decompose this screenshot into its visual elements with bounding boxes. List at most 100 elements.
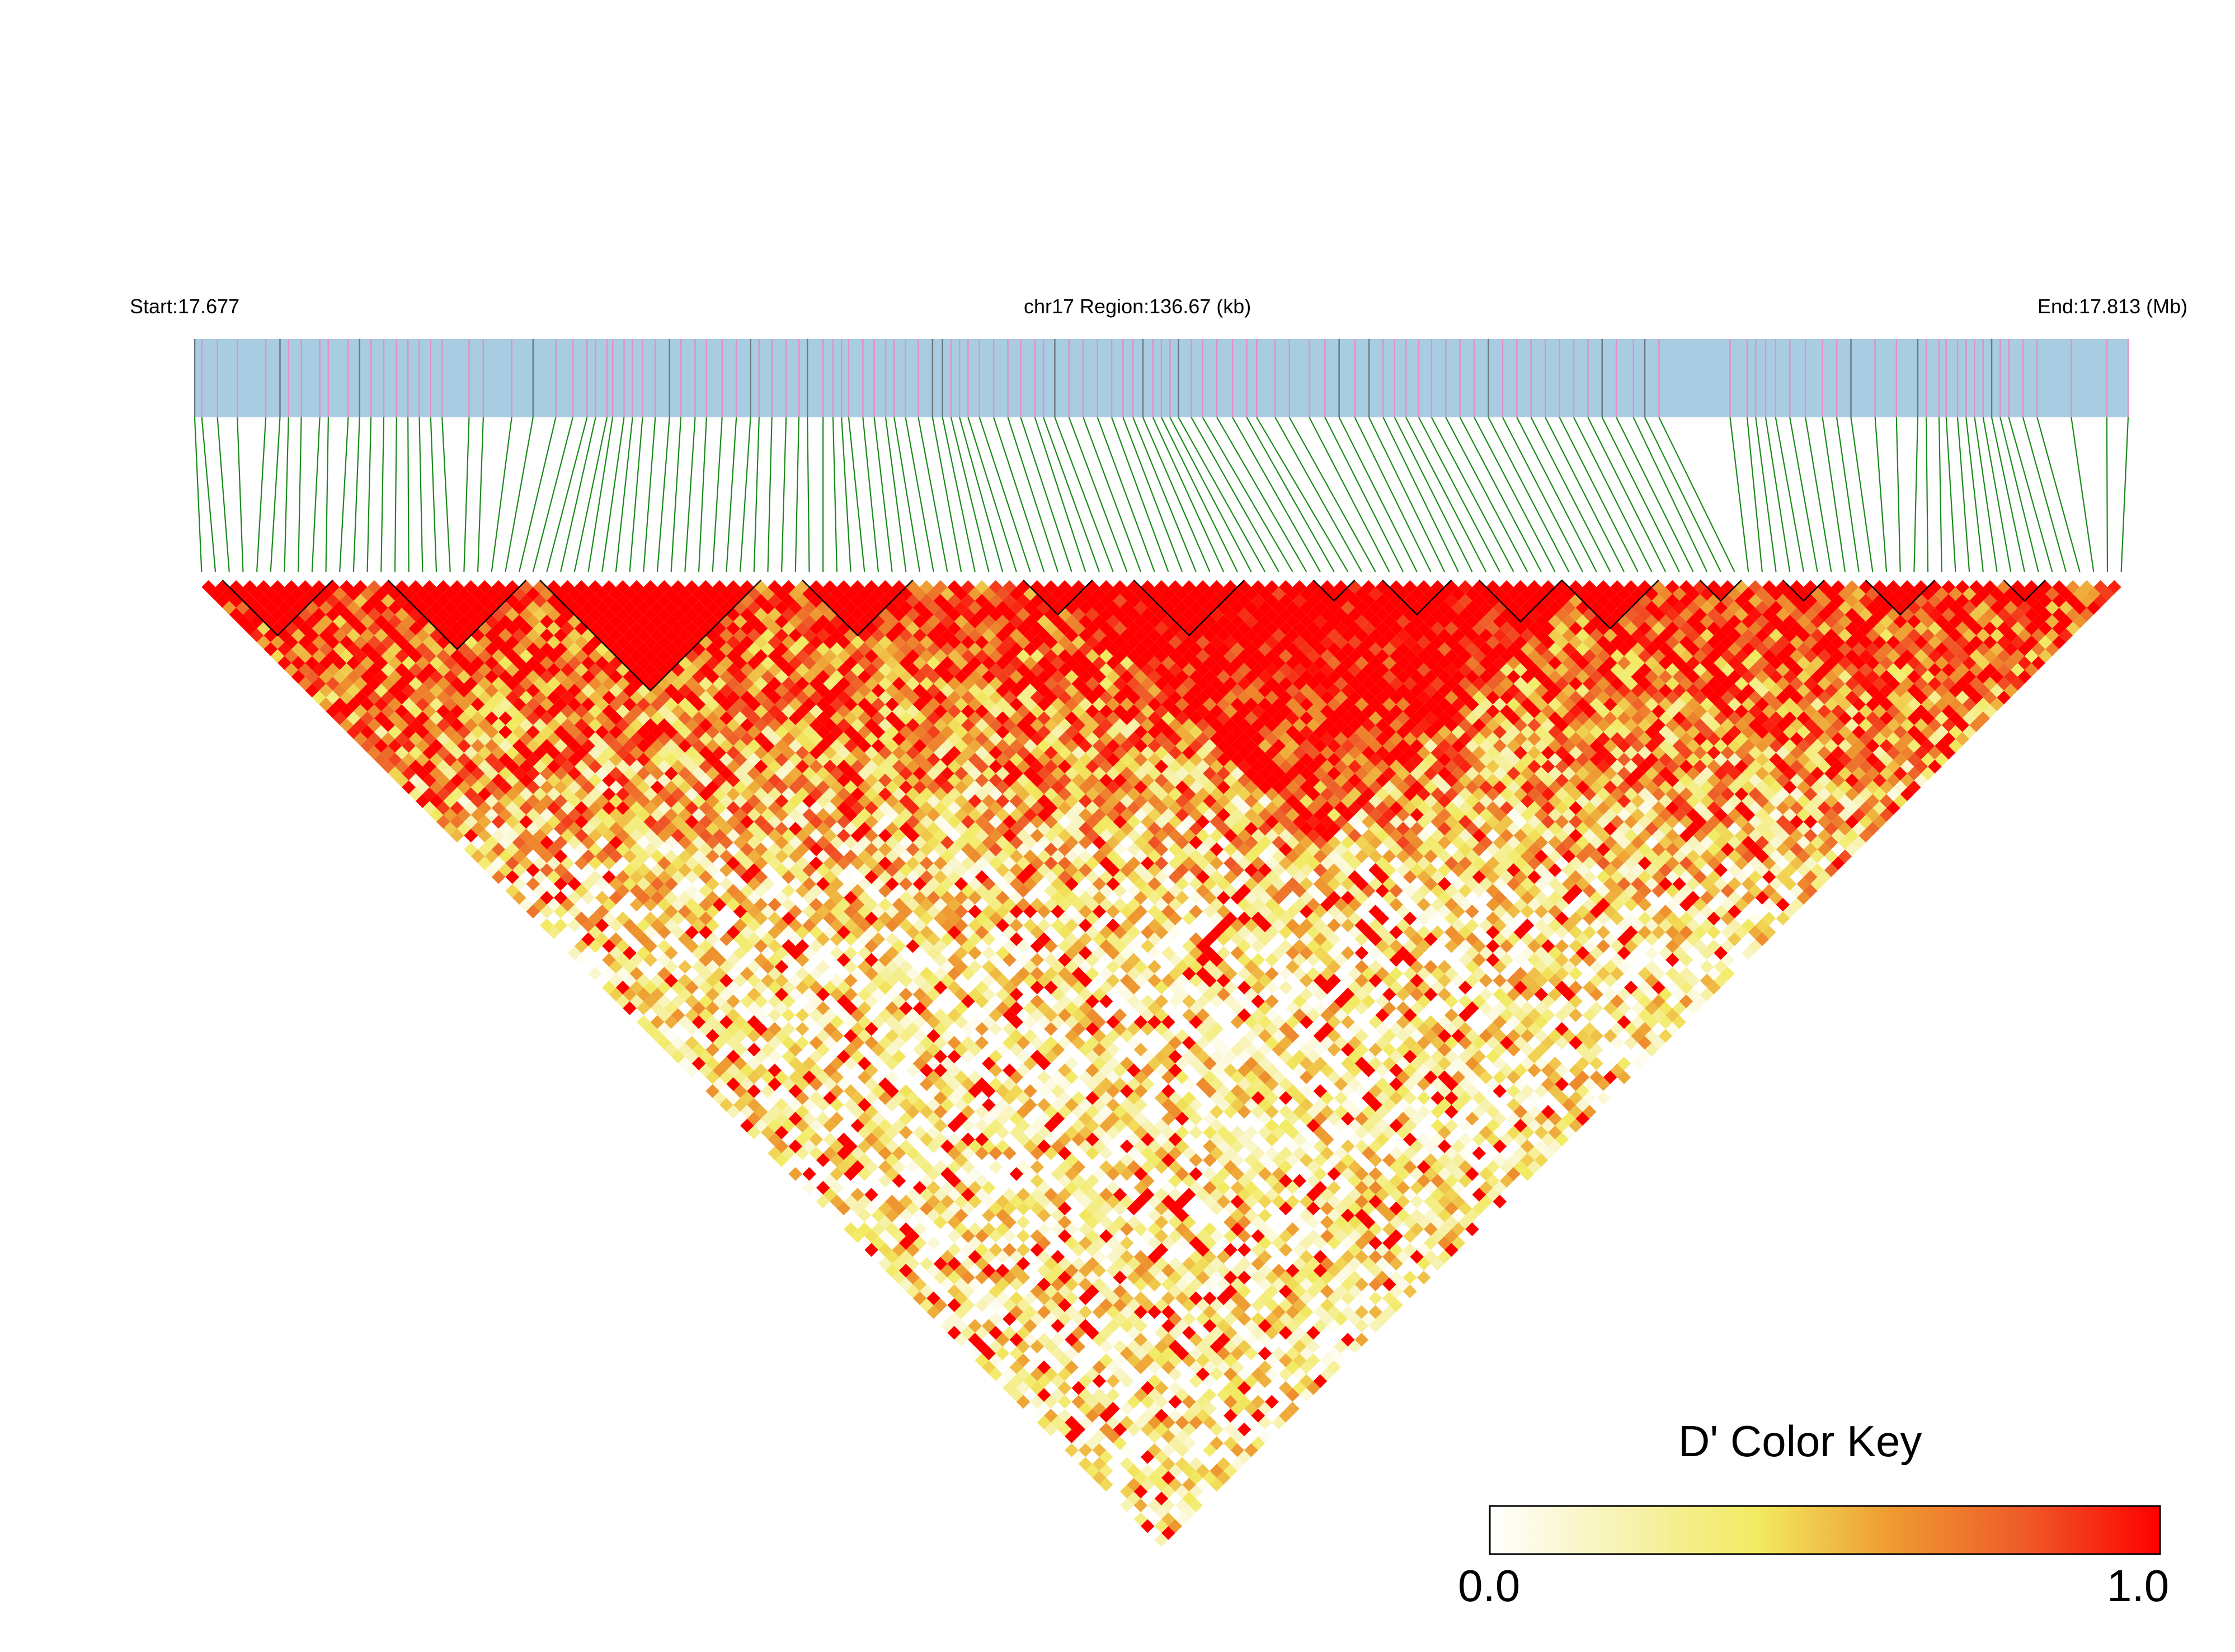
ld-cell bbox=[782, 1091, 796, 1105]
ld-cell bbox=[774, 1029, 789, 1043]
ld-cell bbox=[740, 884, 754, 898]
ld-cell bbox=[740, 759, 754, 774]
ld-cell bbox=[332, 628, 347, 643]
ld-cell bbox=[595, 601, 609, 615]
ld-cell bbox=[906, 884, 920, 898]
ld-cell bbox=[788, 1056, 803, 1071]
ld-cell bbox=[1078, 1084, 1093, 1098]
ld-cell bbox=[906, 939, 920, 953]
ld-cell bbox=[595, 684, 609, 698]
ld-cell bbox=[1113, 1242, 1127, 1257]
ld-cell bbox=[1037, 1401, 1051, 1416]
ld-cell bbox=[1016, 953, 1031, 967]
ld-cell bbox=[1299, 1305, 1314, 1319]
ld-cell bbox=[1265, 1353, 1279, 1368]
ld-cell bbox=[912, 1263, 927, 1278]
ld-cell bbox=[429, 752, 444, 767]
ld-cell bbox=[478, 718, 492, 732]
ld-cell bbox=[754, 967, 768, 981]
ld-cell bbox=[595, 863, 609, 877]
ld-cell bbox=[1161, 1526, 1175, 1540]
ld-cell bbox=[1044, 1270, 1058, 1284]
ld-cell bbox=[823, 1146, 837, 1160]
ld-cell bbox=[1299, 1291, 1314, 1305]
snp-connector bbox=[217, 417, 230, 572]
ld-cell bbox=[553, 670, 568, 684]
ld-cell bbox=[788, 1015, 803, 1029]
ld-cell bbox=[1003, 1146, 1017, 1160]
ld-cell bbox=[926, 932, 941, 947]
ld-cell bbox=[533, 690, 547, 705]
ld-cell bbox=[581, 628, 595, 643]
ld-cell bbox=[422, 759, 436, 774]
ld-cell bbox=[1278, 1284, 1293, 1298]
ld-cell bbox=[782, 870, 796, 884]
ld-cell bbox=[478, 663, 492, 677]
ld-cell bbox=[326, 663, 340, 677]
ld-cell bbox=[885, 1001, 899, 1015]
snp-connector bbox=[1644, 417, 1721, 572]
ld-cell bbox=[1127, 1326, 1141, 1340]
ld-cell bbox=[933, 1201, 948, 1216]
ld-cell bbox=[498, 725, 512, 739]
ld-cell bbox=[581, 946, 595, 960]
ld-cell bbox=[878, 1118, 892, 1133]
ld-cell bbox=[975, 1339, 989, 1354]
ld-cell bbox=[367, 663, 382, 677]
ld-cell bbox=[768, 967, 782, 981]
ld-cell bbox=[1078, 1374, 1093, 1389]
ld-cell bbox=[526, 794, 540, 808]
ld-cell bbox=[940, 987, 954, 1001]
ld-cell bbox=[484, 752, 499, 767]
ld-cell bbox=[657, 856, 671, 870]
ld-cell bbox=[844, 1139, 858, 1154]
ld-cell bbox=[1044, 1091, 1058, 1105]
ld-cell bbox=[975, 1188, 989, 1202]
ld-cell bbox=[402, 628, 416, 643]
ld-cell bbox=[705, 973, 720, 988]
ld-cell bbox=[332, 711, 347, 726]
ld-cell bbox=[788, 794, 803, 808]
ld-cell bbox=[719, 752, 733, 767]
ld-cell bbox=[809, 746, 824, 760]
ld-cell bbox=[968, 1084, 982, 1098]
ld-cell bbox=[940, 1015, 954, 1029]
ld-cell bbox=[871, 1222, 886, 1236]
ld-cell bbox=[774, 711, 789, 726]
ld-cell bbox=[643, 911, 657, 926]
ld-cell bbox=[1092, 1250, 1107, 1264]
ld-cell bbox=[353, 704, 368, 718]
ld-cell bbox=[823, 1049, 837, 1063]
ld-cell bbox=[982, 946, 996, 960]
ld-cell bbox=[844, 918, 858, 933]
ld-cell bbox=[464, 759, 478, 774]
ld-cell bbox=[491, 635, 506, 649]
ld-cell bbox=[823, 843, 837, 856]
ld-cell bbox=[1161, 1180, 1175, 1195]
ld-cell bbox=[519, 746, 533, 760]
ld-cell bbox=[664, 601, 678, 615]
ld-cell bbox=[1065, 1388, 1079, 1402]
ld-cell bbox=[1140, 1436, 1155, 1451]
ld-cell bbox=[705, 1029, 720, 1043]
ld-cell bbox=[816, 780, 830, 794]
ld-cell bbox=[581, 684, 595, 698]
ld-cell bbox=[553, 601, 568, 615]
ld-cell bbox=[1161, 1098, 1175, 1112]
ld-cell bbox=[933, 1270, 948, 1284]
ld-cell bbox=[906, 1201, 920, 1216]
ld-cell bbox=[1044, 1215, 1058, 1230]
ld-cell bbox=[982, 1194, 996, 1209]
ld-cell bbox=[1182, 1339, 1196, 1354]
ld-cell bbox=[332, 601, 347, 615]
snp-connector bbox=[1991, 417, 2025, 572]
snp-connector bbox=[2071, 417, 2095, 572]
ld-cell bbox=[367, 594, 382, 608]
snp-connector bbox=[2120, 417, 2129, 572]
ld-cell bbox=[505, 870, 520, 884]
ld-cell bbox=[1057, 1242, 1072, 1257]
ld-cell bbox=[457, 752, 471, 767]
ld-cell bbox=[816, 891, 830, 905]
ld-cell bbox=[823, 967, 837, 981]
ld-cell bbox=[595, 587, 609, 601]
